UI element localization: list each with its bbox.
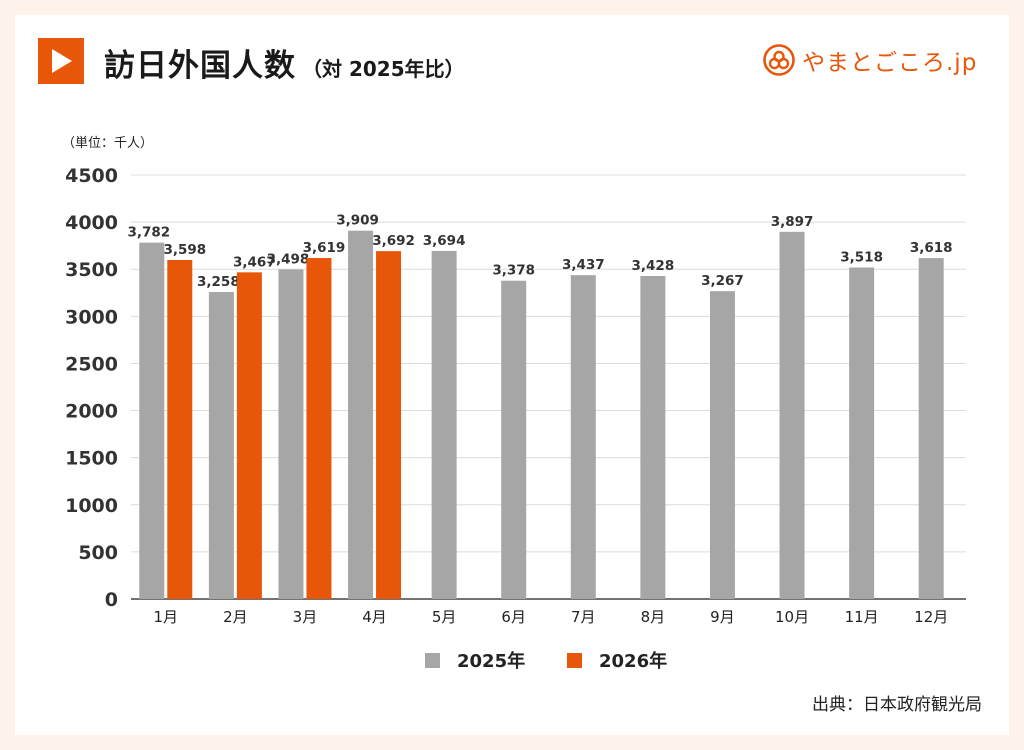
bar-2025	[208, 292, 234, 599]
yamatogokoro-logo-icon	[763, 44, 795, 76]
x-tick-label: 9月	[710, 608, 735, 626]
y-tick-label: 3000	[65, 306, 118, 328]
legend-label: 2025年	[457, 650, 525, 672]
y-tick-label: 1500	[65, 448, 118, 470]
x-tick-label: 11月	[845, 608, 879, 626]
x-tick-label: 6月	[501, 608, 526, 626]
bar-2025	[640, 276, 666, 599]
x-tick-label: 1月	[154, 608, 179, 626]
x-tick-label: 3月	[293, 608, 318, 626]
data-label: 3,378	[492, 263, 535, 279]
bar-2026	[306, 258, 332, 599]
bar-2026	[376, 251, 402, 599]
bar-2025	[501, 280, 527, 599]
source-note: 出典：日本政府観光局	[812, 695, 982, 715]
data-label: 3,498	[267, 251, 310, 267]
data-label: 3,619	[303, 240, 346, 256]
bar-2025	[348, 230, 374, 599]
bar-2025	[849, 267, 875, 599]
legend-swatch-2026	[567, 653, 582, 668]
x-tick-label: 4月	[362, 608, 387, 626]
bar-2025	[431, 250, 457, 599]
y-tick-label: 1000	[65, 495, 118, 517]
data-label: 3,518	[840, 250, 883, 266]
play-icon	[38, 38, 84, 84]
data-label: 3,258	[197, 274, 240, 290]
y-tick-label: 500	[78, 542, 118, 564]
data-label: 3,692	[372, 233, 415, 249]
bar-2025	[779, 231, 805, 600]
x-tick-label: 2月	[223, 608, 248, 626]
data-label: 3,618	[910, 240, 953, 256]
page-title: 訪日外国人数 （対 2025年比）	[104, 40, 465, 85]
y-tick-label: 0	[105, 589, 118, 611]
bar-2026	[167, 259, 193, 599]
data-label: 3,437	[562, 257, 605, 273]
data-label: 3,467	[233, 254, 276, 270]
title-subtitle: （対 2025年比）	[302, 57, 465, 81]
legend-label: 2026年	[599, 650, 667, 672]
bar-2025	[139, 242, 165, 599]
y-tick-label: 3500	[65, 259, 118, 281]
brand-name: やまとごころ.jp	[802, 50, 978, 76]
title-main: 訪日外国人数	[104, 48, 296, 84]
x-tick-label: 12月	[914, 608, 948, 626]
y-tick-label: 4500	[65, 165, 118, 187]
data-label: 3,909	[336, 213, 379, 229]
data-label: 3,428	[632, 258, 675, 274]
unit-label: （単位：千人）	[62, 136, 154, 151]
y-tick-label: 2500	[65, 353, 118, 375]
data-label: 3,694	[423, 233, 466, 249]
bar-2025	[570, 275, 596, 599]
x-tick-label: 8月	[641, 608, 666, 626]
x-tick-label: 10月	[775, 608, 809, 626]
bar-2025	[709, 291, 735, 599]
bar-2025	[918, 258, 944, 599]
bar-2026	[236, 272, 262, 599]
bar-2025	[278, 269, 304, 599]
data-label: 3,897	[771, 214, 814, 230]
x-tick-label: 5月	[432, 608, 457, 626]
brand-logo[interactable]: やまとごころ.jp	[762, 42, 977, 78]
x-tick-label: 7月	[571, 608, 596, 626]
legend-swatch-2025	[425, 653, 440, 668]
y-tick-label: 2000	[65, 401, 118, 423]
y-tick-label: 4000	[65, 212, 118, 234]
data-label: 3,267	[701, 273, 744, 289]
data-label: 3,782	[127, 225, 170, 241]
data-label: 3,598	[163, 242, 206, 258]
